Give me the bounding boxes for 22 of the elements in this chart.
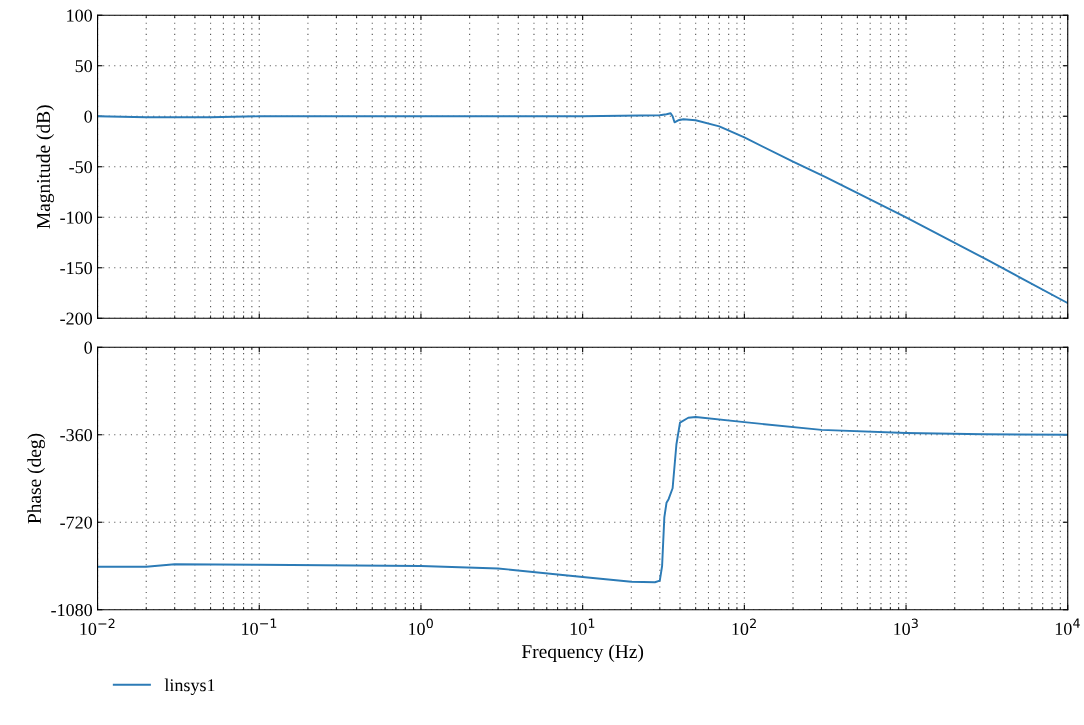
x-tick-label: 10$^{4}$ xyxy=(1055,618,1080,635)
y-tick-label: 50 xyxy=(75,59,93,73)
y-tick-label: -100 xyxy=(60,211,93,224)
y-tick-label: -720 xyxy=(60,516,93,529)
x-tick-label: 10$^{−1}$ xyxy=(242,618,277,635)
x-tick-label: 10$^{−2}$ xyxy=(80,618,115,636)
y-tick-label: 100 xyxy=(67,9,93,22)
x-tick-label: 10$^{0}$ xyxy=(409,618,433,636)
y-tick-label: -360 xyxy=(60,429,93,442)
x-tick-label: 10$^{3}$ xyxy=(894,618,918,636)
y-tick-label: -150 xyxy=(60,262,93,275)
y-axis-title: Phase (deg) xyxy=(27,433,46,524)
legend-label: linsys1 xyxy=(164,678,215,695)
y-tick-label: 0 xyxy=(84,341,93,354)
y-tick-label: 0 xyxy=(84,110,93,123)
y-tick-label: -50 xyxy=(69,161,93,174)
x-axis-title: Frequency (Hz) xyxy=(521,644,644,663)
x-tick-label: 10$^{1}$ xyxy=(570,618,595,635)
y-tick-label: -1080 xyxy=(51,603,93,617)
x-tick-label: 10$^{2}$ xyxy=(732,618,756,636)
y-tick-label: -200 xyxy=(60,312,93,325)
y-axis-title: Magnitude (dB) xyxy=(36,105,55,229)
